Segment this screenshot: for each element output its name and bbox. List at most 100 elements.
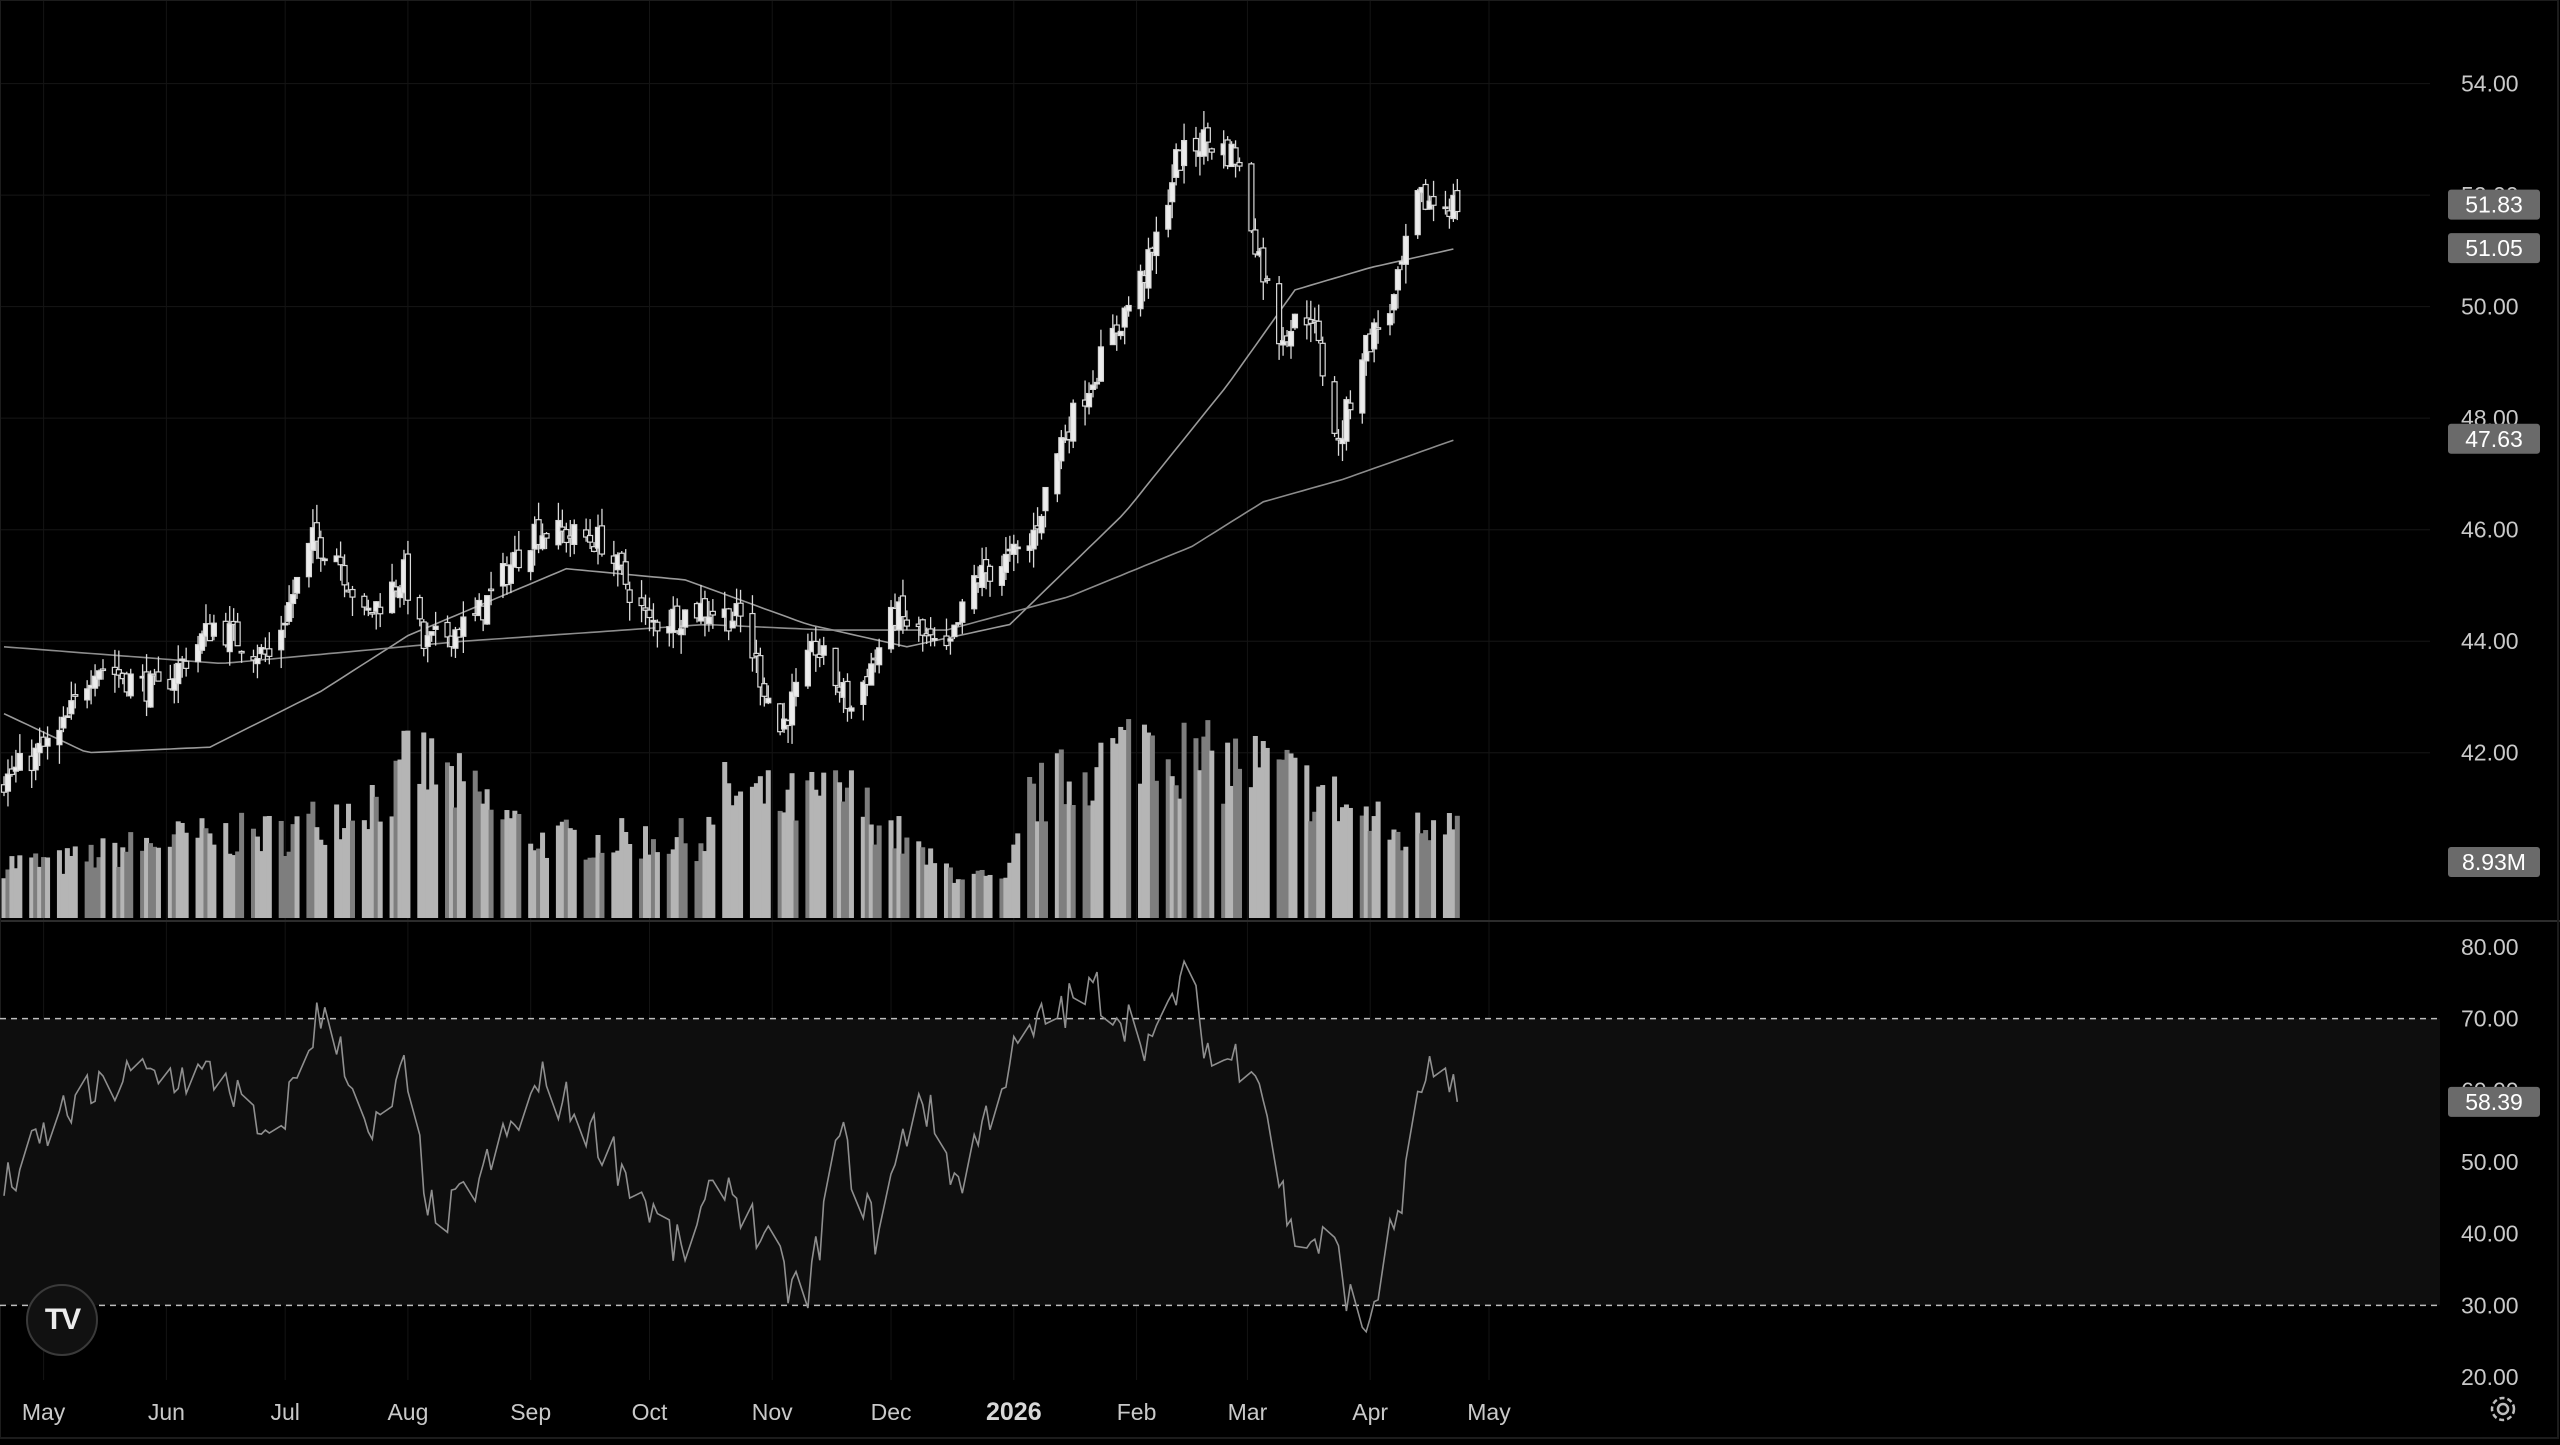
candle-body: [650, 619, 657, 623]
volume-bar: [37, 866, 43, 918]
volume-bar: [868, 824, 874, 918]
volume-bar: [1086, 805, 1092, 918]
volume-bar: [211, 844, 217, 918]
volume-bar: [1391, 829, 1397, 918]
candle-body: [183, 660, 190, 669]
volume-bar: [1403, 846, 1409, 918]
candle-body: [1038, 515, 1045, 534]
volume-bar: [512, 810, 518, 918]
candle-body: [848, 707, 855, 712]
candle-body: [1192, 137, 1200, 152]
candle-body: [816, 653, 823, 659]
candle-body: [377, 606, 384, 615]
moving-average-line: [3, 248, 1454, 754]
volume-bar: [417, 783, 423, 918]
volume-bar: [1169, 776, 1175, 918]
candle-body: [4, 773, 12, 792]
volume-bar: [674, 837, 680, 918]
volume-bar: [1343, 804, 1349, 918]
volume-bar: [1292, 757, 1298, 918]
candle-body: [1386, 313, 1394, 326]
candle-body: [1252, 229, 1259, 255]
volume-bar: [1415, 812, 1421, 918]
volume-bar: [1177, 798, 1183, 918]
volume-bar: [425, 789, 431, 918]
volume-bar: [1, 878, 7, 918]
time-tick-label: Jun: [148, 1399, 185, 1425]
volume-bar: [599, 852, 605, 918]
volume-bar: [1347, 807, 1353, 918]
candle-body: [365, 607, 372, 611]
volume-bar: [1308, 821, 1314, 918]
candle-body: [428, 631, 435, 636]
time-tick-label: Aug: [387, 1399, 428, 1425]
candle-body: [424, 635, 431, 648]
candle-body: [115, 669, 122, 676]
volume-bar: [1264, 747, 1270, 918]
volume-bar: [401, 730, 407, 918]
candle-body: [234, 621, 241, 647]
candle-body: [927, 628, 934, 636]
volume-bar: [595, 834, 601, 918]
candle-body: [761, 683, 768, 697]
volume-bar: [124, 851, 130, 918]
time-tick-label: Jul: [270, 1399, 299, 1425]
time-tick-label: Feb: [1117, 1399, 1157, 1425]
candle-body: [876, 647, 883, 666]
volume-bar: [1058, 749, 1064, 918]
candle-body: [1117, 330, 1124, 337]
candle-body: [1430, 196, 1437, 206]
volume-bar: [896, 816, 902, 918]
tradingview-logo-icon[interactable]: TV: [26, 1284, 98, 1356]
time-tick-label: Nov: [752, 1399, 793, 1425]
volume-bar: [678, 818, 684, 918]
volume-bar: [1367, 830, 1373, 918]
volume-bar: [1284, 749, 1290, 918]
candle-body: [432, 625, 439, 630]
candle-body: [179, 658, 186, 662]
rsi-panel: [0, 959, 2440, 1334]
volume-bar: [947, 867, 953, 918]
volume-bar: [761, 803, 767, 918]
candle-body: [820, 645, 827, 656]
volume-bar: [1209, 750, 1215, 918]
candle-body: [32, 747, 39, 771]
volume-bar: [60, 873, 66, 918]
rsi-badge-bg: [2448, 1086, 2540, 1117]
gear-icon[interactable]: [2486, 1392, 2520, 1426]
candle-body: [1248, 163, 1255, 232]
volume-bar: [706, 816, 712, 918]
candle-body: [1093, 381, 1101, 385]
candle-body: [515, 549, 522, 569]
ma-fast-badge-bg: [2448, 233, 2540, 264]
volume-bar: [789, 773, 795, 918]
candle-body: [1180, 139, 1188, 167]
volume-bar: [1114, 743, 1120, 918]
candle-body: [638, 597, 645, 607]
candle-body: [777, 703, 784, 733]
volume-bar: [971, 873, 977, 918]
candle-body: [36, 742, 43, 754]
candle-body: [95, 670, 103, 680]
volume-bar: [227, 853, 233, 918]
volume-bar: [765, 770, 771, 918]
volume-bar: [29, 857, 35, 918]
candle-body: [1343, 399, 1350, 442]
candle-body: [1030, 529, 1037, 550]
volume-bar: [508, 818, 514, 918]
volume-bar: [342, 828, 348, 918]
volume-bar: [1419, 833, 1425, 918]
candle-body: [539, 535, 546, 550]
candle-body: [1359, 359, 1366, 414]
volume-bar: [809, 771, 815, 918]
candle-body: [68, 700, 75, 715]
candle-body: [460, 616, 467, 637]
volume-bar: [476, 791, 482, 918]
candle-body: [64, 715, 71, 719]
volume-bar: [932, 863, 938, 918]
volume-bar: [987, 874, 993, 918]
candle-body: [99, 668, 107, 672]
time-tick-label: Oct: [632, 1399, 668, 1425]
